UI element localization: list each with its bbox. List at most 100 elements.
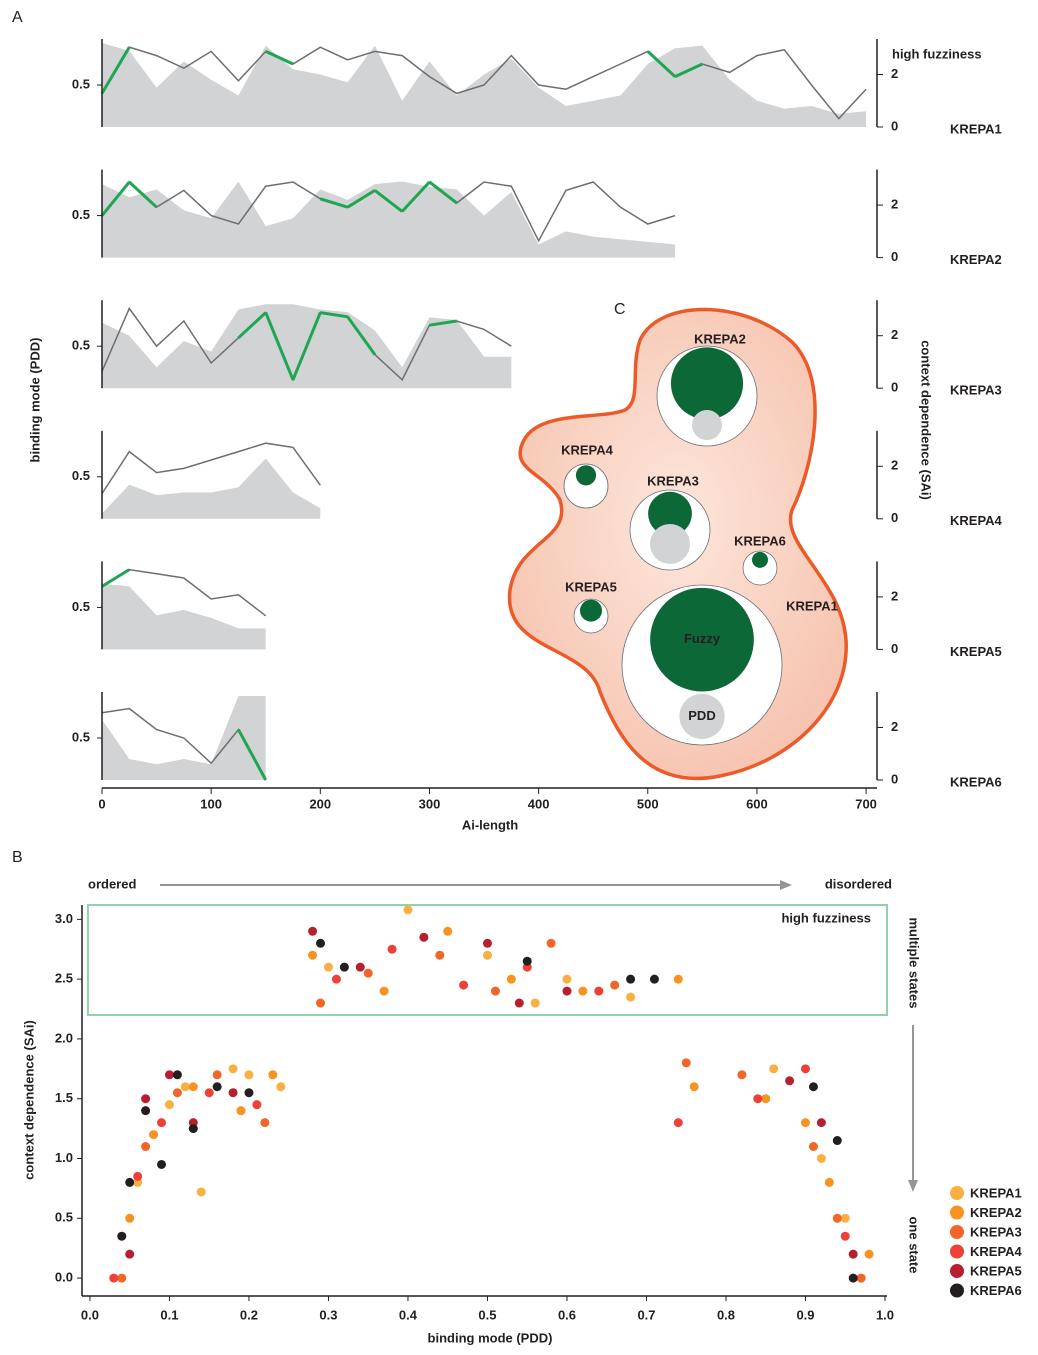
high-fuzziness-segment (237, 728, 268, 781)
scatter-point (816, 1153, 826, 1163)
scatter-point (840, 1213, 850, 1223)
scatter-point (188, 1124, 198, 1134)
scatter-point (180, 1082, 190, 1092)
x-tick-label: 0 (98, 796, 105, 811)
y-tick-label: 2.0 (55, 1030, 73, 1045)
scatter-point (832, 1136, 842, 1146)
scatter-point (848, 1273, 858, 1283)
scatter-point (490, 986, 500, 996)
x-tick-label: 0.7 (637, 1307, 655, 1322)
y2-tick-label: 0 (891, 641, 898, 656)
panel-b: high fuzziness 0.0 0.5 1.0 1.5 2.0 2.5 3.0 0.0 0.… (21, 876, 1022, 1345)
y-tick-label: 0.5 (55, 1210, 73, 1225)
legend-swatch (950, 1264, 964, 1278)
panel-label: C (614, 301, 626, 318)
y2-tick-label: 0 (891, 771, 898, 786)
scatter-point (800, 1118, 810, 1128)
x-tick-label: 0.9 (796, 1307, 814, 1322)
scatter-point (626, 992, 636, 1002)
annotation: one state (907, 1216, 922, 1273)
x-tick-label: 0.8 (717, 1307, 735, 1322)
high-fuzziness-segment (319, 197, 349, 209)
y2-tick-label: 2 (891, 588, 898, 603)
scatter-point (157, 1159, 167, 1169)
y-tick-label: 0.5 (72, 76, 90, 91)
scatter-point (785, 1076, 795, 1086)
track-name: KREPA3 (950, 383, 1002, 398)
y2-tick-label: 2 (891, 458, 898, 473)
high-fuzziness-segment (429, 319, 457, 327)
scatter-point (316, 998, 326, 1008)
fuzzy-circle (670, 347, 744, 420)
pdd-line (101, 46, 867, 120)
x-tick-label: 400 (528, 796, 550, 811)
pdd-line (101, 568, 267, 617)
protein-label: KREPA4 (561, 442, 614, 457)
legend-label: KREPA3 (970, 1224, 1022, 1239)
scatter-point (689, 1082, 699, 1092)
scatter-point (506, 974, 516, 984)
legend-swatch (950, 1225, 964, 1239)
scatter-point (212, 1082, 222, 1092)
scatter-point (212, 1070, 222, 1080)
scatter-point (260, 1118, 270, 1128)
y-tick-label: 0.5 (72, 729, 90, 744)
scatter-point (125, 1177, 135, 1187)
legend-swatch (950, 1205, 964, 1220)
scatter-point (769, 1064, 779, 1074)
annotation: disordered (825, 876, 892, 891)
y-tick-label: 0.5 (72, 207, 90, 222)
x-tick-label: 500 (637, 796, 659, 811)
highlight-label: high fuzziness (781, 910, 871, 925)
scatter-point (157, 1118, 167, 1128)
scatter-point (435, 950, 445, 960)
scatter-point (816, 1118, 826, 1128)
high-fuzziness-segment (346, 189, 376, 209)
scatter-point (149, 1130, 159, 1140)
protein-label: KREPA2 (694, 331, 746, 346)
high-fuzziness-segment (428, 180, 458, 205)
track-name: KREPA4 (950, 513, 1003, 528)
scatter-point (125, 1213, 135, 1223)
x-tick-label: 100 (200, 796, 222, 811)
x-tick-label: 200 (309, 796, 331, 811)
scatter-point (626, 974, 636, 984)
y-tick-label: 0.5 (72, 468, 90, 483)
scatter-point (228, 1064, 238, 1074)
scatter-point (808, 1142, 818, 1152)
high-fuzziness-segment (128, 180, 158, 209)
scatter-point (824, 1177, 834, 1187)
highlight-box (86, 904, 888, 1017)
y-tick-label: 3.0 (55, 911, 73, 926)
scatter-point (546, 938, 556, 948)
series-label: Fuzzy (684, 631, 721, 646)
sa-area (102, 696, 266, 780)
scatter-point (141, 1106, 151, 1116)
protein-label: KREPA3 (647, 473, 699, 488)
legend-label: KREPA5 (970, 1263, 1022, 1278)
scatter-point (188, 1082, 198, 1092)
panel-label: A (12, 9, 23, 26)
high-fuzziness-segment (373, 189, 404, 213)
scatter-point (864, 1249, 874, 1259)
scatter-point (482, 950, 492, 960)
scatter-point (316, 938, 326, 948)
fuzzy-circle (752, 551, 768, 568)
scatter-point (562, 974, 572, 984)
fuzzy-circle (579, 599, 603, 622)
high-fuzziness-segment (646, 50, 677, 78)
scatter-point (331, 974, 341, 984)
fuzzy-circle (575, 465, 597, 486)
scatter-point (594, 986, 604, 996)
fuzzy-circle (650, 587, 754, 692)
panel-label: B (12, 849, 23, 866)
scatter-point (172, 1088, 182, 1098)
legend-label: KREPA1 (970, 1185, 1022, 1200)
x-tick-label: 0.0 (81, 1307, 99, 1322)
scatter-point (443, 926, 453, 936)
protein-label: KREPA1 (786, 598, 838, 613)
annotation: ordered (88, 876, 136, 891)
high-fuzziness-segment (674, 62, 703, 78)
legend-swatch (950, 1283, 964, 1298)
scatter-point (403, 905, 413, 915)
